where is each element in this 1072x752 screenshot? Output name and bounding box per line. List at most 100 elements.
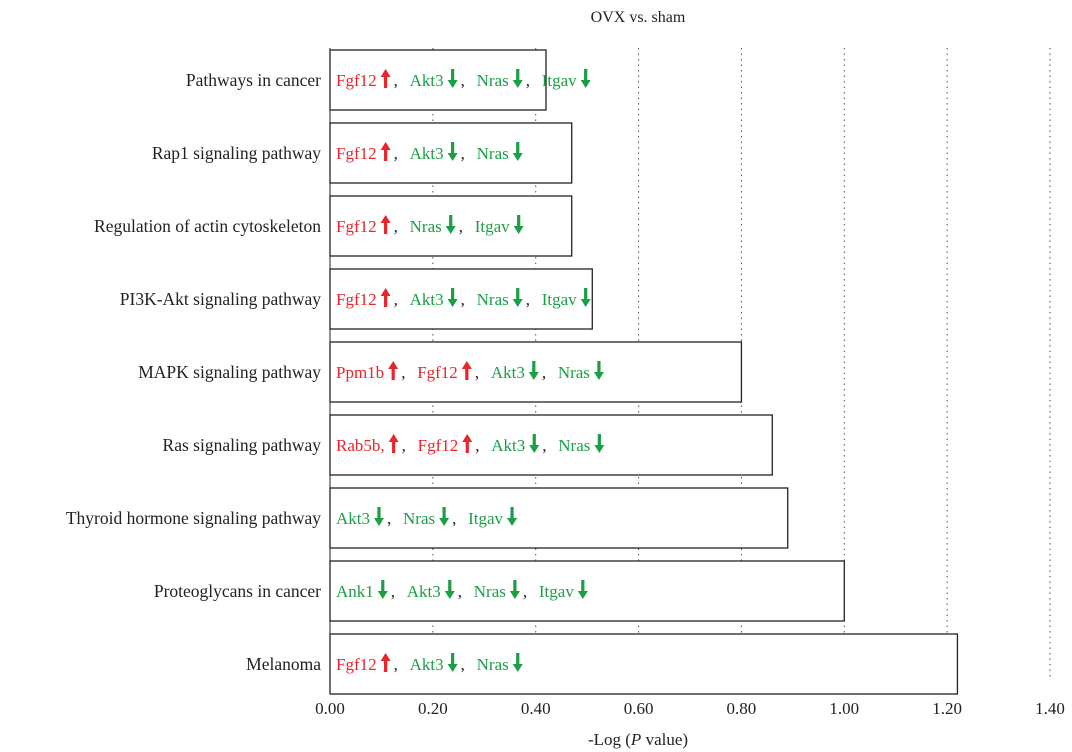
gene-label: Nras [558,363,590,382]
gene-label: Nras [558,436,590,455]
arrow-up-icon [461,361,472,380]
gene-label: Nras [474,582,506,601]
category-label: Proteoglycans in cancer [154,581,321,601]
arrow-up-icon [380,142,391,161]
arrow-down-icon [512,288,523,307]
x-tick-label: 0.80 [727,699,757,718]
gene-annotation-row: Fgf12, Akt3, Nras [336,653,523,674]
x-tick-label: 1.40 [1035,699,1065,718]
x-tick-label: 0.00 [315,699,345,718]
gene-annotation-row: Fgf12, Akt3, Nras, Itgav [336,69,591,90]
separator-comma: , [394,71,398,90]
arrow-down-icon [374,507,384,526]
separator-comma: , [475,436,479,455]
gene-label: Akt3 [410,144,444,163]
bar [329,633,959,695]
x-tick-label: 1.20 [932,699,962,718]
gene-label: Fgf12 [418,436,459,455]
category-label: Ras signaling pathway [163,435,322,455]
gene-label: Fgf12 [336,217,377,236]
category-label: Melanoma [246,654,321,674]
separator-comma: , [394,290,398,309]
arrow-down-icon [377,580,388,599]
gene-label: Itgav [475,217,510,236]
gene-label: Nras [477,655,509,674]
category-labels: Pathways in cancer Rap1 signaling pathway… [66,70,321,674]
separator-comma: , [542,436,546,455]
category-label: Rap1 signaling pathway [152,143,321,163]
separator-comma: , [394,144,398,163]
gene-label: Nras [477,290,509,309]
bar [329,487,789,549]
arrow-down-icon [594,434,605,453]
gene-label: Itgav [542,71,577,90]
arrow-down-icon [528,361,539,380]
arrow-down-icon [512,69,523,88]
arrow-up-icon [388,361,399,380]
x-tick-label: 1.00 [829,699,859,718]
arrow-down-icon [593,361,604,380]
separator-comma: , [452,509,456,528]
gene-label: Nras [477,144,509,163]
separator-comma: , [402,436,406,455]
chart-title: OVX vs. sham [591,9,686,26]
arrow-up-icon [388,434,399,453]
gene-annotation-row: Ank1, Akt3, Nras, Itgav [336,580,588,601]
gene-annotation-row: Fgf12, Nras, Itgav [336,215,524,236]
gene-annotation-row: Akt3, Nras, Itgav [336,507,518,528]
bar [329,414,773,476]
gene-annotation-row: Rab5b,, Fgf12, Akt3, Nras [336,434,605,455]
gene-label: Ppm1b [336,363,384,382]
gene-label: Nras [477,71,509,90]
separator-comma: , [542,363,546,382]
separator-comma: , [461,290,465,309]
arrow-down-icon [509,580,520,599]
arrow-down-icon [447,288,458,307]
bar [329,560,845,622]
gene-label: Fgf12 [336,71,377,90]
separator-comma: , [459,217,463,236]
separator-comma: , [526,290,530,309]
gene-annotation-row: Fgf12, Akt3, Nras [336,142,523,163]
gene-label: Akt3 [410,71,444,90]
gene-label: Akt3 [336,509,370,528]
gene-annotation-row: Ppm1b, Fgf12, Akt3, Nras [336,361,604,382]
category-label: Regulation of actin cytoskeleton [94,216,321,236]
separator-comma: , [401,363,405,382]
arrow-down-icon [447,142,458,161]
gene-label: Itgav [468,509,503,528]
separator-comma: , [394,217,398,236]
gene-label: Itgav [539,582,574,601]
category-label: PI3K-Akt signaling pathway [120,289,321,309]
arrow-down-icon [444,580,455,599]
separator-comma: , [387,509,391,528]
gene-label: Akt3 [410,290,444,309]
separator-comma: , [461,144,465,163]
separator-comma: , [391,582,395,601]
arrow-up-icon [380,288,391,307]
gene-label: Nras [403,509,435,528]
arrow-down-icon [512,653,523,672]
arrow-up-icon [380,69,391,88]
x-tick-label: 0.20 [418,699,448,718]
gene-label: Akt3 [491,436,525,455]
arrow-down-icon [580,288,591,307]
bar [329,268,593,330]
arrow-down-icon [513,215,524,234]
separator-comma: , [526,71,530,90]
arrow-down-icon [439,507,450,526]
arrow-down-icon [580,69,591,88]
gene-label: Fgf12 [417,363,458,382]
arrow-down-icon [445,215,456,234]
gene-label: Akt3 [407,582,441,601]
gene-label: Akt3 [410,655,444,674]
category-label: MAPK signaling pathway [138,362,321,382]
separator-comma: , [461,71,465,90]
category-label: Thyroid hormone signaling pathway [66,508,321,528]
x-tick-label: 0.60 [624,699,654,718]
gene-label: Ank1 [336,582,374,601]
arrow-down-icon [447,653,458,672]
category-label: Pathways in cancer [186,70,321,90]
x-tick-labels: 0.00 0.20 0.40 0.60 0.80 1.00 1.20 1.40 [315,699,1065,718]
